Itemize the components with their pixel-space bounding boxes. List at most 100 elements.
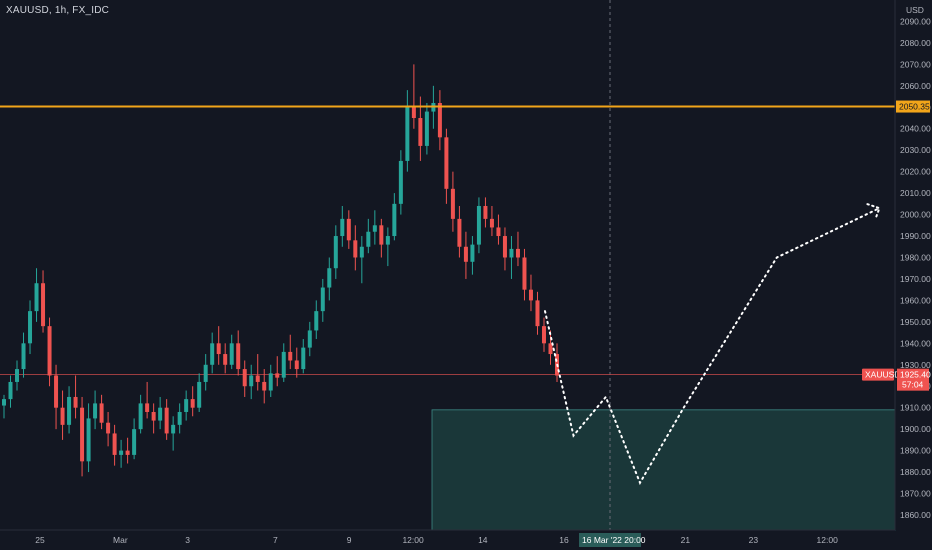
price-tick-label: 1990.00 [900,231,931,241]
svg-text:57:04: 57:04 [902,380,924,390]
projection-path[interactable] [544,207,881,486]
time-tick-label: 21 [681,535,691,545]
candlestick-series [2,64,559,477]
price-tick-label: 2010.00 [900,188,931,198]
candle-body [164,407,169,434]
candle-body [112,433,117,455]
candle-body [470,244,475,262]
price-tick-label: 2090.00 [900,16,931,26]
candle-body [229,343,234,365]
candle-body [301,347,306,370]
candle-body [216,343,221,355]
price-tick-label: 1900.00 [900,424,931,434]
candle-body [73,396,78,408]
price-tick-label: 2030.00 [900,145,931,155]
candle-body [60,407,65,425]
candle-body [307,330,312,348]
candle-body [21,343,26,370]
price-tick-label: 1950.00 [900,317,931,327]
candle-body [418,118,423,146]
price-tick-label: 1910.00 [900,403,931,413]
candle-body [444,137,449,189]
symbol-title: XAUUSD, 1h, FX_IDC [6,5,110,16]
candle-body [320,287,325,312]
candle-body [359,246,364,258]
resistance-price-label: 2050.35 [896,100,930,113]
time-tick-label: 14 [478,535,488,545]
time-tick-label: Mar [113,535,128,545]
price-tick-label: 1940.00 [900,338,931,348]
candle-body [398,160,403,204]
last-price-badge: XAUUSD 1925.40 57:04 [862,368,931,391]
candle-body [509,248,514,258]
demand-zone[interactable] [431,409,896,531]
candle-body [236,343,241,370]
price-tick-label: 2070.00 [900,59,931,69]
candle-body [450,188,455,219]
candle-body [515,248,520,258]
candle-body [171,424,176,434]
candle-body [541,326,546,344]
price-tick-label: 2000.00 [900,210,931,220]
crosshair-time-label: 16 Mar '22 20:00 [579,533,646,547]
candle-body [294,360,299,370]
candle-body [392,203,397,237]
price-tick-label: 1980.00 [900,252,931,262]
price-tick-label: 1890.00 [900,446,931,456]
candle-body [483,205,488,219]
candle-body [138,403,143,430]
candle-body [93,403,98,419]
price-tick-label: 2020.00 [900,167,931,177]
candle-body [203,364,208,382]
time-tick-label: 25 [35,535,45,545]
candle-body [437,102,442,138]
candle-body [54,375,59,408]
symbol-badge-text: XAUUSD [865,370,900,380]
time-tick-label: 12:00 [402,535,424,545]
time-tick-label: 9 [347,535,352,545]
projection-arrowhead [866,203,881,221]
candle-body [132,429,137,455]
candle-body [86,418,91,462]
candle-body [502,236,507,258]
candle-body [327,268,332,288]
candle-body [457,218,462,247]
price-tick-label: 2080.00 [900,38,931,48]
candle-body [314,311,319,331]
candle-body [28,311,33,344]
candle-body [8,381,13,400]
candle-body [99,403,104,423]
candle-body [158,407,163,421]
candle-body [242,369,247,387]
candle-body [125,450,130,455]
candle-body [262,381,267,391]
svg-text:2050.35: 2050.35 [899,102,930,112]
candle-body [379,225,384,245]
candle-body [67,396,72,425]
time-tick-label: 23 [749,535,759,545]
candle-body [476,205,481,245]
candle-body [346,218,351,241]
time-tick-label: 16 [559,535,569,545]
price-tick-label: 1870.00 [900,489,931,499]
candle-body [80,407,85,462]
candle-body [47,326,52,376]
candle-body [2,399,6,406]
time-tick-label: 3 [185,535,190,545]
candle-body [177,411,182,425]
candle-body [15,369,20,382]
candle-body [255,375,260,382]
candle-body [353,240,358,258]
candle-body [333,236,338,269]
candle-body [210,343,215,365]
price-tick-label: 1970.00 [900,274,931,284]
price-tick-label: 1930.00 [900,360,931,370]
candle-body [424,111,429,146]
candle-body [535,300,540,327]
price-tick-label: 2060.00 [900,81,931,91]
candle-body [405,107,410,161]
candle-body [223,354,228,365]
price-tick-label: 1860.00 [900,510,931,520]
candle-body [275,373,280,378]
